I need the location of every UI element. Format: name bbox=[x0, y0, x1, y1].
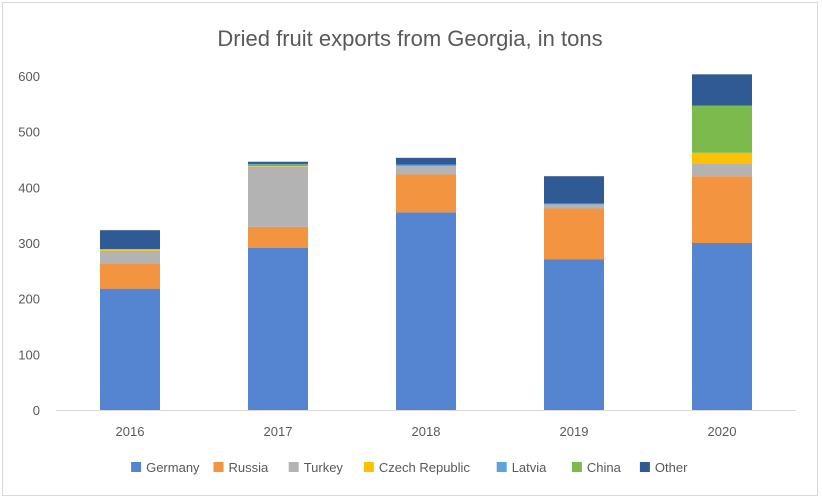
legend-swatch-germany bbox=[131, 462, 142, 472]
bar-segment-china-2020 bbox=[692, 105, 752, 153]
bar-segment-czech-republic-2017 bbox=[248, 166, 308, 167]
bar-segment-turkey-2017 bbox=[248, 166, 308, 227]
bar-segment-china-2019 bbox=[544, 203, 604, 205]
y-tick-label: 0 bbox=[33, 403, 40, 418]
bar-segment-germany-2019 bbox=[544, 259, 604, 410]
bar-segment-russia-2016 bbox=[100, 263, 160, 289]
bar-segment-germany-2018 bbox=[396, 212, 456, 410]
bar-segment-other-2019 bbox=[544, 176, 604, 204]
bar-segment-germany-2016 bbox=[100, 288, 160, 410]
y-axis-ticks: 0 100 200 300 400 500 600 bbox=[18, 69, 40, 418]
legend-swatch-turkey bbox=[288, 462, 299, 472]
legend-label-latvia: Latvia bbox=[512, 460, 547, 475]
y-tick-label: 100 bbox=[18, 347, 40, 362]
bar-segment-russia-2020 bbox=[692, 176, 752, 243]
x-tick-label: 2019 bbox=[560, 424, 589, 439]
legend-label-czech-republic: Czech Republic bbox=[379, 460, 471, 475]
bar-segment-other-2018 bbox=[396, 157, 456, 165]
bar-segment-turkey-2016 bbox=[100, 250, 160, 264]
bar-segment-russia-2018 bbox=[396, 174, 456, 213]
bars bbox=[100, 74, 752, 410]
bar-segment-czech-republic-2016 bbox=[100, 249, 160, 251]
bar-segment-germany-2020 bbox=[692, 243, 752, 410]
legend-label-china: China bbox=[587, 460, 622, 475]
bar-segment-latvia-2019 bbox=[544, 204, 604, 205]
x-tick-label: 2020 bbox=[708, 424, 737, 439]
bar-segment-czech-republic-2020 bbox=[692, 152, 752, 164]
legend-swatch-other bbox=[639, 462, 650, 472]
chart-title: Dried fruit exports from Georgia, in ton… bbox=[217, 26, 602, 51]
x-tick-label: 2016 bbox=[116, 424, 145, 439]
y-tick-label: 400 bbox=[18, 180, 40, 195]
bar-segment-germany-2017 bbox=[248, 248, 308, 410]
bar-segment-turkey-2020 bbox=[692, 163, 752, 177]
legend-swatch-russia bbox=[213, 462, 224, 472]
bar-segment-china-2017 bbox=[248, 163, 308, 165]
legend-label-other: Other bbox=[655, 460, 688, 475]
bar-segment-turkey-2018 bbox=[396, 166, 456, 175]
bar-segment-latvia-2017 bbox=[248, 164, 308, 167]
legend-swatch-czech-republic bbox=[363, 462, 374, 472]
legend-label-turkey: Turkey bbox=[304, 460, 344, 475]
y-tick-label: 300 bbox=[18, 236, 40, 251]
bar-segment-other-2016 bbox=[100, 230, 160, 250]
legend-swatch-latvia bbox=[496, 462, 507, 472]
y-tick-label: 200 bbox=[18, 292, 40, 307]
bar-segment-latvia-2018 bbox=[396, 164, 456, 167]
bar-segment-turkey-2019 bbox=[544, 204, 604, 209]
y-tick-label: 500 bbox=[18, 125, 40, 140]
y-tick-label: 600 bbox=[18, 69, 40, 84]
bar-segment-russia-2019 bbox=[544, 208, 604, 260]
bar-segment-other-2020 bbox=[692, 74, 752, 106]
x-tick-label: 2017 bbox=[264, 424, 293, 439]
bar-segment-other-2017 bbox=[248, 161, 308, 164]
legend-swatch-china bbox=[571, 462, 582, 472]
legend-label-russia: Russia bbox=[229, 460, 270, 475]
legend: Germany Russia Turkey Czech Republic Latvia C… bbox=[131, 460, 688, 475]
x-tick-label: 2018 bbox=[412, 424, 441, 439]
bar-segment-russia-2017 bbox=[248, 226, 308, 249]
x-axis-ticks: 2016 2017 2018 2019 2020 bbox=[116, 424, 737, 439]
legend-label-germany: Germany bbox=[146, 460, 200, 475]
